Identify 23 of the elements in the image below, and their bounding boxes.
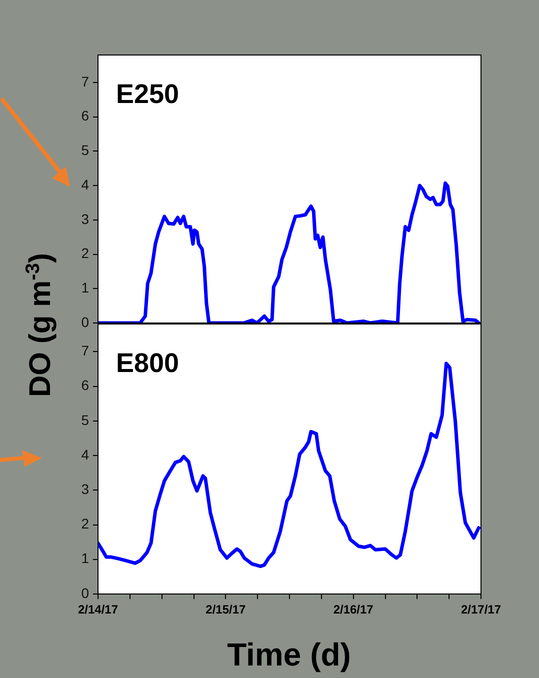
y-tick-label: 5 [81, 142, 90, 158]
y-tick-label: 7 [81, 73, 90, 90]
y-tick-label: 1 [81, 280, 90, 296]
y-tick-label: 0 [81, 584, 90, 601]
text: E800 [116, 348, 180, 378]
y-tick-label: 4 [81, 446, 90, 462]
text: E250 [116, 79, 180, 109]
y-tick-label: 7 [81, 342, 90, 359]
y-tick-label: 3 [81, 481, 90, 498]
y-tick-label: 1 [81, 550, 90, 566]
y-tick-label: 6 [81, 377, 90, 394]
y-tick-label: 5 [81, 412, 90, 428]
y-tick-label: 2 [81, 245, 90, 262]
x-tick-label: 2/15/17 [206, 602, 246, 617]
x-tick-label: 2/17/17 [460, 602, 502, 617]
y-tick-label: 0 [81, 314, 90, 330]
y-tick-label: 2 [81, 516, 90, 532]
x-tick-label: 2/16/17 [333, 602, 374, 617]
y-tick-label: 6 [81, 108, 90, 124]
y-tick-label: 3 [81, 210, 90, 227]
x-tick-label: 2/14/17 [78, 602, 118, 617]
x-axis-title: Time (d) [227, 636, 351, 674]
y-tick-label: 4 [81, 176, 90, 192]
